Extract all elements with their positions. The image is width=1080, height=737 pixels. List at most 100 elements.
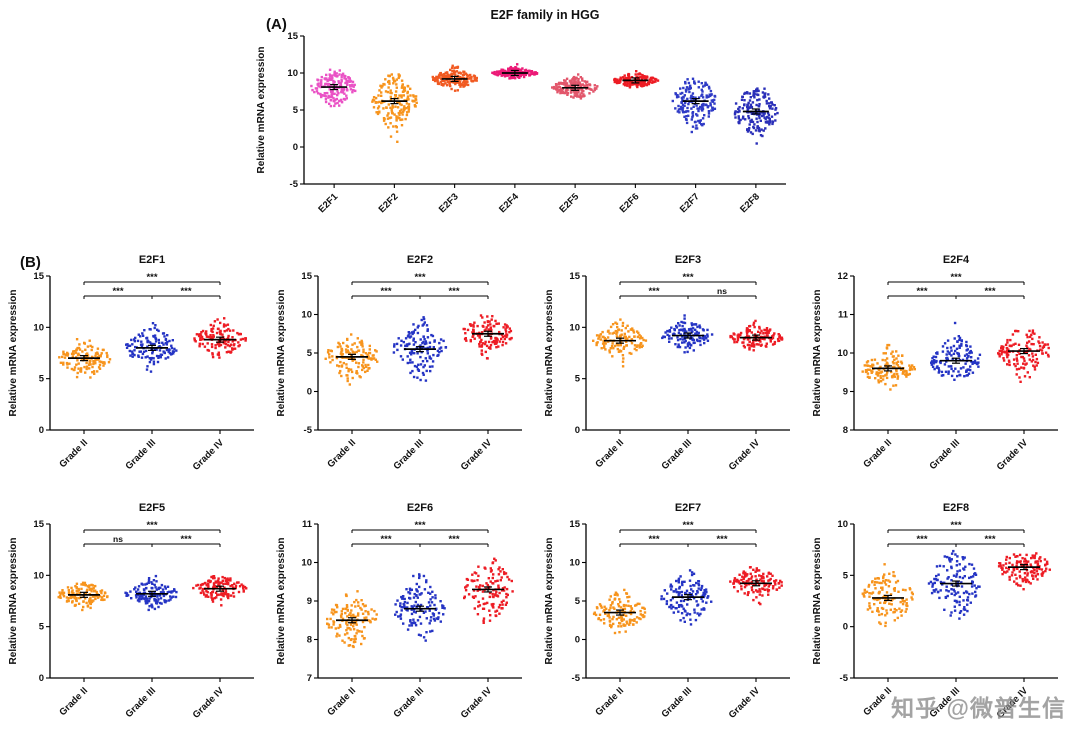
chart-title: E2F8 — [943, 502, 969, 514]
svg-text:E2F8: E2F8 — [738, 191, 762, 215]
svg-text:Grade IV: Grade IV — [191, 437, 227, 473]
subplot-e2f8: E2F8 Relative mRNA expression -5 0 5 10 Grade … — [810, 500, 1072, 736]
points-grade-iii — [660, 569, 713, 626]
points-grade-iv — [997, 552, 1051, 591]
svg-text:5: 5 — [575, 374, 581, 385]
panel-a: (A) E2F family in HGG Relative mRNA expre… — [252, 4, 808, 244]
svg-text:10: 10 — [33, 322, 44, 333]
svg-text:5: 5 — [307, 348, 313, 359]
y-axis-label: Relative mRNA expression — [8, 290, 19, 417]
svg-text:E2F7: E2F7 — [678, 191, 702, 215]
svg-text:Grade IV: Grade IV — [459, 437, 495, 473]
chart-title: E2F2 — [407, 254, 433, 266]
points-e2f2 — [371, 73, 418, 143]
svg-text:0: 0 — [293, 142, 298, 153]
sig-label: ns — [113, 534, 123, 544]
sig-label: *** — [414, 520, 425, 531]
subplot-e2f4: E2F4 Relative mRNA expression 8 9 10 11 12 Grad… — [810, 252, 1072, 488]
svg-text:5: 5 — [39, 622, 45, 633]
y-axis-label: Relative mRNA expression — [544, 290, 555, 417]
svg-text:10: 10 — [569, 322, 580, 333]
svg-text:5: 5 — [575, 596, 581, 607]
chart-e2f6: E2F6 Relative mRNA expression 7 8 9 10 11 Grade… — [276, 502, 522, 721]
svg-text:-5: -5 — [840, 673, 849, 684]
svg-text:-5: -5 — [572, 673, 581, 684]
chart-title: E2F3 — [675, 254, 701, 266]
points-e2f8 — [733, 87, 779, 145]
svg-text:8: 8 — [307, 635, 312, 646]
chart-title: E2F4 — [943, 254, 970, 266]
svg-text:E2F1: E2F1 — [316, 191, 340, 215]
svg-text:Grade II: Grade II — [57, 685, 90, 718]
svg-text:E2F5: E2F5 — [557, 191, 581, 215]
points-e2f7 — [671, 77, 717, 134]
svg-text:Grade III: Grade III — [123, 437, 158, 472]
sig-label: *** — [380, 534, 391, 545]
chart-e2f3: E2F3 Relative mRNA expression 0 5 10 15 Grade … — [544, 254, 790, 473]
sig-label: *** — [984, 286, 995, 297]
y-axis-label: Relative mRNA expression — [544, 538, 555, 665]
svg-text:11: 11 — [302, 519, 313, 530]
sig-label: *** — [648, 534, 659, 545]
points-grade-ii — [861, 343, 916, 391]
svg-text:0: 0 — [307, 387, 312, 398]
points-e2f6 — [613, 70, 660, 89]
sig-label: *** — [146, 272, 157, 283]
y-axis-label: Relative mRNA expression — [256, 47, 267, 174]
sig-label: *** — [716, 534, 727, 545]
svg-text:15: 15 — [33, 519, 44, 530]
svg-text:0: 0 — [575, 635, 580, 646]
sig-label: *** — [916, 286, 927, 297]
chart-e2f7: E2F7 Relative mRNA expression -5 0 5 10 15 Grad… — [544, 502, 790, 721]
svg-text:15: 15 — [569, 271, 580, 282]
svg-text:Grade II: Grade II — [593, 437, 626, 470]
chart-title: E2F family in HGG — [490, 8, 599, 22]
svg-text:0: 0 — [39, 673, 44, 684]
y-axis-label: Relative mRNA expression — [812, 290, 823, 417]
svg-text:15: 15 — [569, 519, 580, 530]
chart-e2f5: E2F5 Relative mRNA expression 0 5 10 15 Grade … — [8, 502, 254, 721]
panel-b-label: (B) — [20, 254, 41, 271]
svg-text:-5: -5 — [304, 425, 313, 436]
svg-text:15: 15 — [301, 271, 312, 282]
points-grade-iv — [997, 329, 1050, 383]
svg-text:E2F2: E2F2 — [377, 191, 401, 215]
svg-text:10: 10 — [837, 519, 848, 530]
sig-label: *** — [414, 272, 425, 283]
points-grade-iv — [463, 557, 514, 624]
svg-text:10: 10 — [301, 558, 312, 569]
svg-text:E2F6: E2F6 — [618, 191, 642, 215]
sig-label: *** — [448, 534, 459, 545]
subplot-e2f5: E2F5 Relative mRNA expression 0 5 10 15 Grade … — [6, 500, 268, 736]
svg-text:8: 8 — [843, 425, 848, 436]
y-axis-label: Relative mRNA expression — [812, 538, 823, 665]
sig-label: *** — [448, 286, 459, 297]
svg-text:11: 11 — [838, 310, 849, 321]
chart-title: E2F5 — [139, 502, 165, 514]
sig-label: *** — [682, 520, 693, 531]
svg-text:Grade III: Grade III — [391, 685, 426, 720]
chart-e2f4: E2F4 Relative mRNA expression 8 9 10 11 12 Grad… — [812, 254, 1058, 473]
svg-text:10: 10 — [301, 310, 312, 321]
svg-text:7: 7 — [307, 673, 312, 684]
points-grade-ii — [57, 581, 109, 612]
svg-text:Grade III: Grade III — [659, 685, 694, 720]
svg-text:Grade II: Grade II — [593, 685, 626, 718]
points-grade-ii — [592, 588, 647, 635]
sig-label: *** — [112, 286, 123, 297]
svg-text:9: 9 — [307, 596, 312, 607]
subplot-e2f1: E2F1 Relative mRNA expression 0 5 10 15 Grade … — [6, 252, 268, 488]
svg-text:Grade III: Grade III — [391, 437, 426, 472]
points-grade-iii — [394, 573, 446, 642]
sig-label: *** — [180, 286, 191, 297]
points-grade-iii — [927, 549, 981, 620]
svg-text:E2F4: E2F4 — [497, 191, 521, 215]
svg-text:10: 10 — [287, 68, 298, 79]
chart-title: E2F1 — [139, 254, 165, 266]
chart-title: E2F7 — [675, 502, 701, 514]
y-axis-label: Relative mRNA expression — [276, 290, 287, 417]
sig-label: *** — [648, 286, 659, 297]
svg-text:10: 10 — [837, 348, 848, 359]
sig-label: *** — [180, 534, 191, 545]
sig-label: *** — [984, 534, 995, 545]
